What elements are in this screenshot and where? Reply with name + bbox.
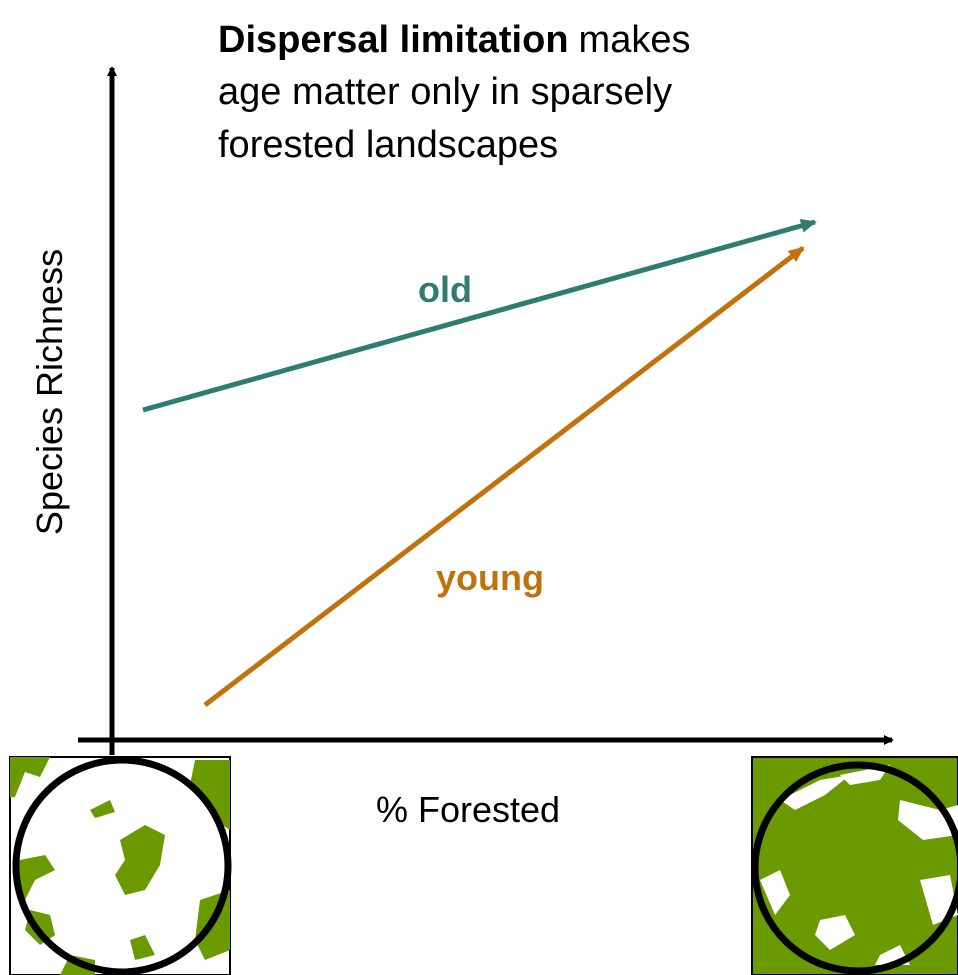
young-label: young [436, 557, 544, 598]
sparse-landscape-map [9, 756, 232, 975]
young-arrow [203, 246, 805, 707]
dense-landscape-map [751, 756, 958, 975]
title-line: Dispersal limitation makes [218, 19, 690, 61]
old-label: old [418, 269, 472, 310]
title-emphasis: Dispersal limitation [218, 19, 569, 61]
title-line: forested landscapes [218, 124, 558, 166]
y-axis-label: Species Richness [29, 249, 70, 535]
x-axis-label: % Forested [376, 789, 560, 830]
old-arrow [142, 219, 817, 413]
title-line: age matter only in sparsely [218, 71, 672, 113]
title-text: makes [579, 19, 691, 61]
